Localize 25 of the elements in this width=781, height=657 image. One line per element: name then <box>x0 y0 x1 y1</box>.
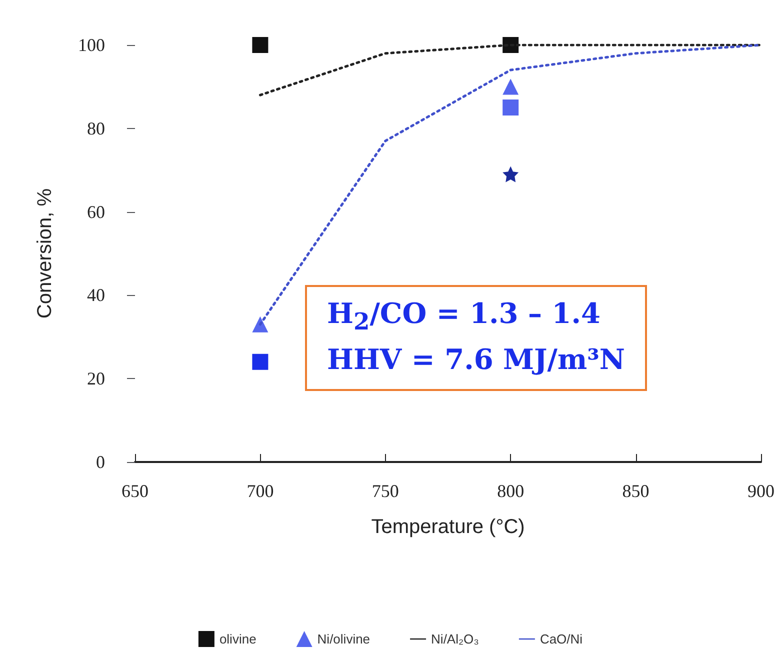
x-tick-label: 650 <box>122 481 148 501</box>
y-tick-label: 20 <box>87 368 105 389</box>
y-tick-label: 40 <box>87 285 105 306</box>
legend-label: Ni/olivine <box>317 632 370 646</box>
y-tick-label: 80 <box>87 118 105 138</box>
annotation: H$_{2}$/CO = 1.3 – 1.4 <box>327 297 600 336</box>
x-tick-label: 900 <box>748 481 774 501</box>
x-axis-title: Temperature (°C) <box>371 516 525 538</box>
y-tick-label: 100 <box>78 35 105 55</box>
y-axis-title: Conversion, % <box>34 188 56 319</box>
y-tick-label: 0 <box>96 452 105 472</box>
point <box>252 316 268 332</box>
point <box>252 354 268 370</box>
point <box>252 37 268 53</box>
legend-label: olivine <box>219 632 256 646</box>
x-tick-label: 750 <box>372 481 399 501</box>
legend-label: CaO/Ni <box>540 632 583 646</box>
point <box>502 78 519 95</box>
annotation: HHV = 7.6 MJ/m³N <box>327 342 626 376</box>
point <box>502 166 519 182</box>
legend-label: Ni/Al₂O₃ <box>431 632 479 646</box>
y-tick-label: 60 <box>87 202 105 222</box>
x-tick-label: 850 <box>622 481 650 501</box>
x-tick-label: 700 <box>246 481 274 501</box>
x-tick-label: 800 <box>497 481 524 501</box>
